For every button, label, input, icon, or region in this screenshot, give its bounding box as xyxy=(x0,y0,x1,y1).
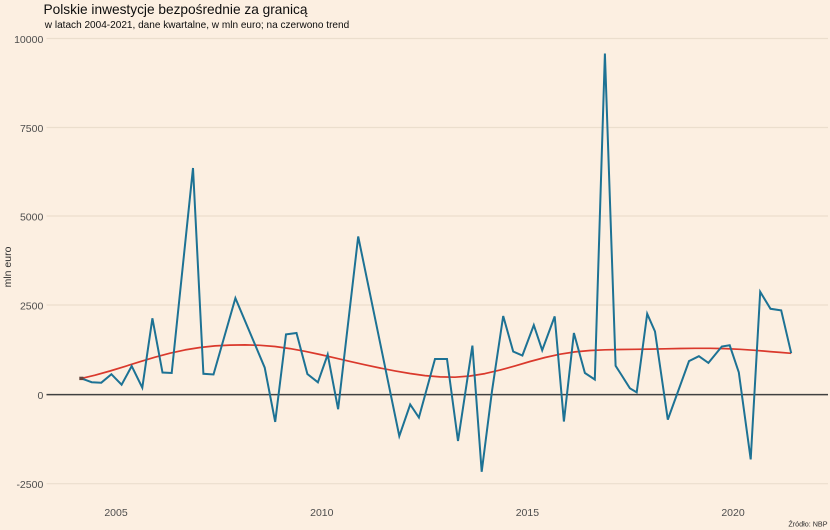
svg-text:-2500: -2500 xyxy=(16,479,43,491)
svg-text:2500: 2500 xyxy=(20,301,44,313)
svg-text:Źródło: NBP: Źródło: NBP xyxy=(788,519,827,528)
svg-text:w latach 2004-2021, dane kwart: w latach 2004-2021, dane kwartalne, w ml… xyxy=(44,20,349,31)
svg-text:0: 0 xyxy=(37,390,43,402)
svg-text:2005: 2005 xyxy=(104,507,128,519)
svg-text:mln euro: mln euro xyxy=(2,246,14,287)
svg-text:7500: 7500 xyxy=(20,123,44,135)
svg-text:10000: 10000 xyxy=(14,34,43,46)
svg-text:2020: 2020 xyxy=(721,507,745,519)
svg-text:Polskie inwestycje bezpośredni: Polskie inwestycje bezpośrednie za grani… xyxy=(44,2,308,17)
svg-text:2010: 2010 xyxy=(310,507,334,519)
svg-text:2015: 2015 xyxy=(516,507,540,519)
svg-text:5000: 5000 xyxy=(20,212,44,224)
